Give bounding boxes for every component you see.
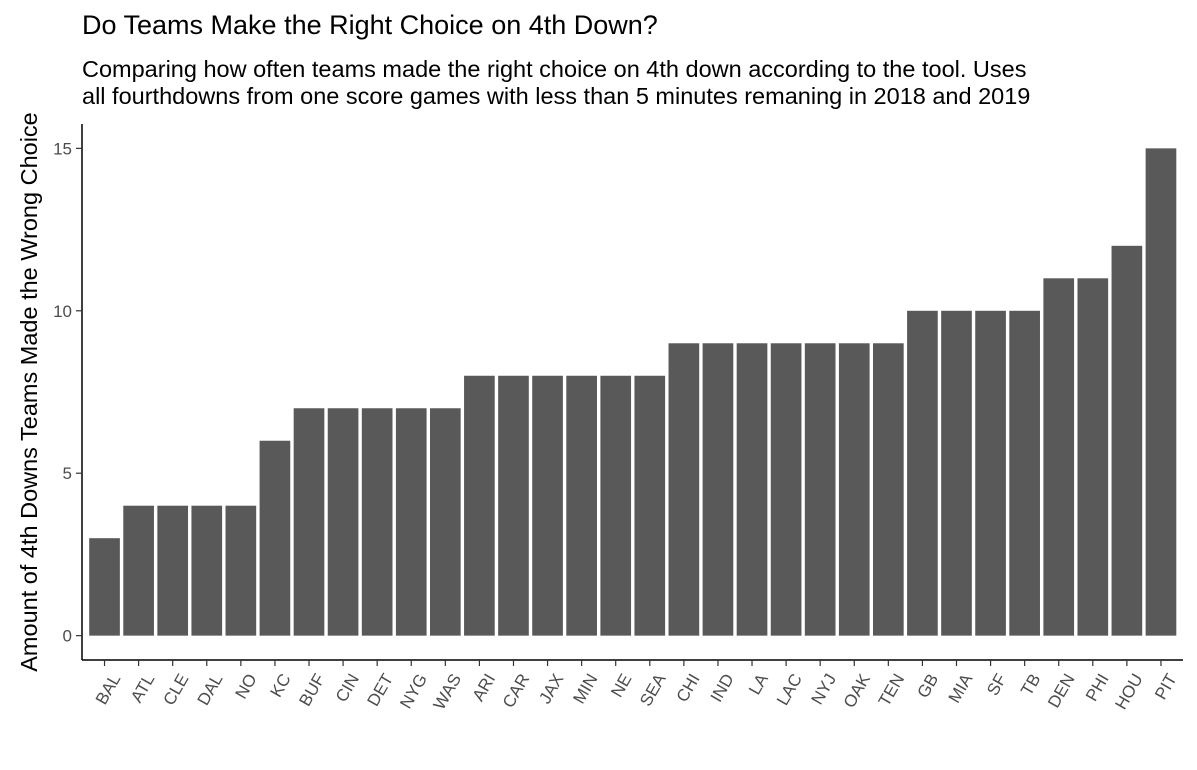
bar-phi <box>1077 278 1109 636</box>
x-tick-label-pit: PIT <box>1151 671 1181 703</box>
x-tick-label-bal: BAL <box>92 671 125 708</box>
chart-subtitle: Comparing how often teams made the right… <box>82 56 1031 109</box>
x-tick-label-gb: GB <box>914 671 943 702</box>
y-tick-label: 5 <box>63 464 72 483</box>
bar-no <box>225 505 257 636</box>
x-tick-label-dal: DAL <box>194 671 227 709</box>
bar-min <box>566 375 597 636</box>
bar-mia <box>941 310 972 636</box>
bars-group <box>89 148 1177 636</box>
x-tick-label-den: DEN <box>1044 671 1078 712</box>
bar-det <box>361 408 393 636</box>
x-tick-label-min: MIN <box>569 671 601 707</box>
x-tick-label-cin: CIN <box>332 671 363 706</box>
x-tick-label-sf: SF <box>983 671 1010 699</box>
x-tick-label-ten: TEN <box>875 671 908 710</box>
x-tick-label-ari: ARI <box>469 671 500 705</box>
x-tick-label-lac: LAC <box>773 671 806 709</box>
bar-dal <box>191 505 223 636</box>
bar-tb <box>1009 310 1040 636</box>
bar-la <box>736 343 768 636</box>
x-tick-label-ne: NE <box>607 671 635 701</box>
bar-sea <box>634 375 666 636</box>
bar-pit <box>1145 148 1177 636</box>
x-tick-label-jax: JAX <box>535 671 567 708</box>
y-tick-label: 0 <box>63 627 72 646</box>
bar-oak <box>838 343 870 636</box>
bar-den <box>1043 278 1075 636</box>
y-tick-label: 10 <box>53 302 72 321</box>
bar-nyj <box>804 343 836 636</box>
bar-buf <box>293 408 325 636</box>
x-tick-label-chi: CHI <box>673 671 704 706</box>
x-tick-label-det: DET <box>364 671 397 710</box>
x-tick-label-sea: SEA <box>636 670 670 710</box>
x-tick-label-la: LA <box>745 670 772 698</box>
chart-title: Do Teams Make the Right Choice on 4th Do… <box>82 10 658 40</box>
x-tick-label-oak: OAK <box>840 670 875 711</box>
x-tick-label-nyj: NYJ <box>808 671 841 708</box>
bar-atl <box>123 505 154 636</box>
x-tick-label-mia: MIA <box>945 670 977 706</box>
bar-ten <box>873 343 904 636</box>
y-axis-title: Amount of 4th Downs Teams Made the Wrong… <box>16 112 42 672</box>
x-tick-label-car: CAR <box>499 671 533 712</box>
x-tick-label-no: NO <box>232 671 261 703</box>
bar-kc <box>259 440 291 636</box>
x-tick-label-atl: ATL <box>127 671 158 706</box>
x-tick-label-nyg: NYG <box>396 671 431 712</box>
bar-hou <box>1111 245 1143 636</box>
bar-jax <box>532 375 563 636</box>
bar-lac <box>770 343 802 636</box>
bar-chi <box>668 343 700 636</box>
bar-ind <box>702 343 734 636</box>
bar-was <box>429 408 461 636</box>
bar-ne <box>600 375 632 636</box>
bar-cin <box>327 408 359 636</box>
x-tick-label-hou: HOU <box>1111 671 1146 713</box>
bar-bal <box>89 538 120 636</box>
y-tick-label: 15 <box>53 139 72 158</box>
x-tick-label-cle: CLE <box>160 671 193 709</box>
bar-nyg <box>395 408 427 636</box>
bar-gb <box>907 310 938 636</box>
x-tick-label-tb: TB <box>1017 671 1044 699</box>
x-tick-label-kc: KC <box>267 671 295 701</box>
x-tick-label-ind: IND <box>707 671 738 706</box>
bar-sf <box>975 310 1006 636</box>
y-axis-ticks: 0 5 10 15 <box>53 139 82 646</box>
bar-cle <box>157 505 189 636</box>
x-tick-label-phi: PHI <box>1082 671 1113 705</box>
x-tick-label-was: WAS <box>430 671 466 713</box>
x-tick-label-buf: BUF <box>295 671 328 710</box>
bar-ari <box>464 375 495 636</box>
bar-car <box>498 375 529 636</box>
